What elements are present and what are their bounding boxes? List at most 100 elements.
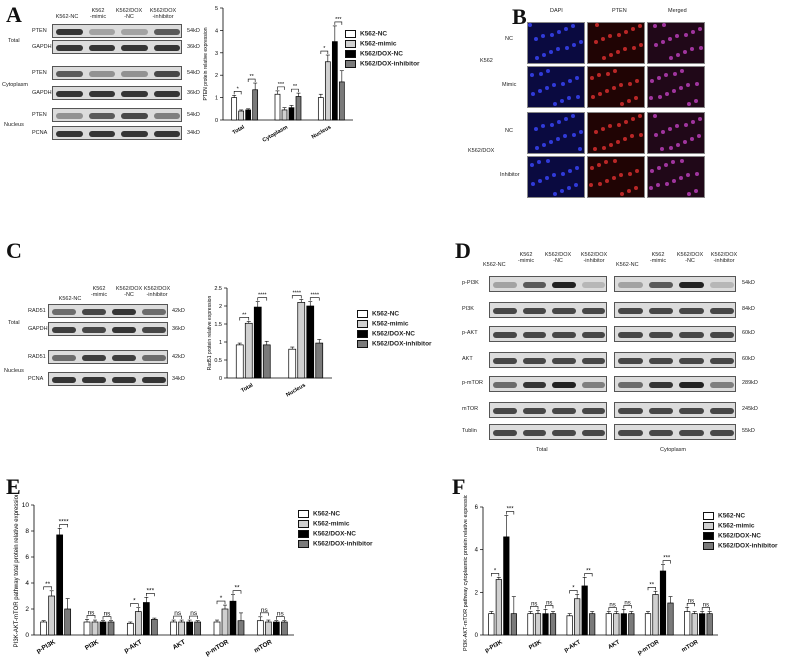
cell-nucleus (627, 189, 631, 193)
bar (256, 620, 264, 636)
protein-band (648, 408, 673, 414)
legend-item: K562-NC (298, 510, 340, 518)
significance-label: ns (703, 603, 709, 609)
significance-bracket (291, 295, 302, 299)
legend-label: K562-mimic (360, 40, 397, 48)
blot-row-label: mTOR (462, 406, 479, 412)
cell-nucleus (694, 189, 698, 193)
cell-nucleus (638, 114, 642, 118)
protein-band (679, 308, 704, 314)
y-tick-label: 4 (215, 28, 218, 34)
y-tick-label: 2 (215, 73, 218, 79)
bar (644, 613, 652, 636)
bar (245, 109, 252, 121)
significance-bracket (43, 586, 52, 590)
cell-nucleus (564, 117, 568, 121)
legend-swatch (345, 60, 356, 68)
cell-nucleus (616, 140, 620, 144)
cell-nucleus (561, 82, 565, 86)
cell-nucleus (568, 169, 572, 173)
significance-label: ns (174, 610, 182, 617)
bar (510, 613, 517, 636)
bar (244, 322, 253, 379)
significance-bracket (277, 86, 285, 90)
bar (488, 613, 495, 636)
cell-nucleus (605, 179, 609, 183)
bar (581, 585, 588, 636)
protein-band (88, 71, 115, 77)
significance-bracket (232, 590, 242, 594)
legend-item: K562/DOX-NC (345, 50, 403, 58)
cell-nucleus (567, 186, 571, 190)
protein-band (142, 309, 166, 315)
significance-label: ns (624, 600, 630, 606)
bar (338, 81, 345, 121)
cell-nucleus (534, 127, 538, 131)
cell-nucleus (619, 83, 623, 87)
cell-nucleus (553, 102, 557, 106)
protein-band (709, 430, 734, 436)
protein-band (581, 282, 605, 288)
panel-label-e: E (6, 474, 21, 499)
legend-swatch (345, 30, 356, 38)
blot-row-label: PCNA (28, 376, 44, 382)
molecular-weight-label: 54kD (742, 280, 755, 286)
significance-bracket (334, 21, 343, 25)
legend-swatch (345, 50, 356, 58)
cell-nucleus (542, 143, 546, 147)
significance-bracket (608, 607, 617, 611)
bar (252, 89, 259, 121)
cell-nucleus (546, 159, 550, 163)
blot-strip (48, 304, 168, 318)
bar (126, 622, 134, 636)
cell-nucleus (595, 23, 599, 27)
significance-bracket (569, 590, 578, 594)
cell-nucleus (579, 130, 583, 134)
blot-d-header: K562/DOX -NC (676, 252, 704, 264)
protein-band (552, 358, 576, 364)
bar (142, 602, 150, 636)
cell-nucleus (560, 189, 564, 193)
cell-nucleus (654, 133, 658, 137)
cell-nucleus (545, 176, 549, 180)
protein-band (618, 358, 643, 364)
significance-label: ns (688, 598, 694, 604)
legend-swatch (357, 310, 368, 318)
significance-label: ** (234, 585, 240, 592)
blot-strip (489, 326, 607, 342)
micrograph-image (587, 66, 645, 108)
significance-bracket (491, 573, 500, 577)
cell-nucleus (687, 102, 691, 106)
blot-d-footer: Cytoplasm (660, 447, 686, 453)
bar (264, 621, 272, 636)
bar (170, 621, 178, 636)
cell-nucleus (530, 73, 534, 77)
micro-line: K562 (480, 58, 493, 64)
y-axis-label: PI3K-AKT-mTOR pathway cytoplasmic protei… (463, 495, 469, 651)
bar (253, 306, 262, 379)
cell-nucleus (563, 134, 567, 138)
cell-nucleus (606, 72, 610, 76)
significance-bracket (260, 612, 269, 616)
bar (628, 613, 635, 636)
bar (99, 621, 107, 636)
cell-nucleus (612, 86, 616, 90)
bar (699, 613, 706, 636)
bar (297, 302, 306, 379)
molecular-weight-label: 42kD (172, 354, 185, 360)
molecular-weight-label: 60kD (742, 330, 755, 336)
cell-nucleus (669, 56, 673, 60)
protein-band (709, 308, 734, 314)
protein-band (552, 382, 576, 388)
cell-nucleus (571, 24, 575, 28)
cell-nucleus (576, 95, 580, 99)
significance-label: ** (45, 581, 51, 588)
y-tick-label: 0 (215, 118, 218, 124)
protein-band (522, 408, 546, 414)
cell-nucleus (598, 182, 602, 186)
significance-label: ns (277, 611, 285, 618)
cell-nucleus (597, 73, 601, 77)
protein-band (82, 327, 106, 333)
significance-bracket (130, 603, 139, 607)
cell-nucleus (631, 117, 635, 121)
